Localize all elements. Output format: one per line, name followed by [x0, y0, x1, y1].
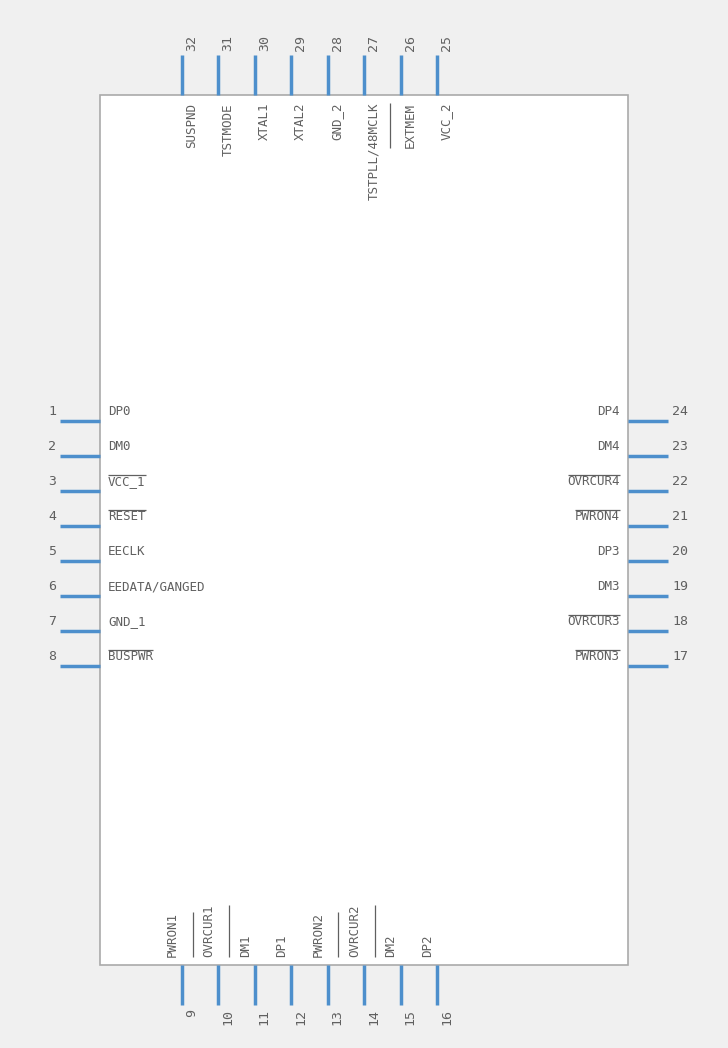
Text: GND_1: GND_1 [108, 615, 146, 628]
Text: 4: 4 [48, 510, 56, 523]
Text: TSTMODE: TSTMODE [221, 103, 234, 155]
Text: XTAL1: XTAL1 [258, 103, 271, 140]
Text: 26: 26 [403, 35, 416, 51]
Text: DP4: DP4 [598, 405, 620, 418]
Text: DM2: DM2 [384, 935, 397, 957]
Text: 29: 29 [294, 35, 307, 51]
Text: 28: 28 [331, 35, 344, 51]
Text: 13: 13 [331, 1009, 344, 1025]
Text: DP0: DP0 [108, 405, 130, 418]
Text: EEDATA/GANGED: EEDATA/GANGED [108, 580, 205, 593]
Text: RESET: RESET [108, 510, 146, 523]
Text: XTAL2: XTAL2 [294, 103, 307, 140]
Text: TSTPLL/48MCLK: TSTPLL/48MCLK [367, 103, 380, 200]
Text: 8: 8 [48, 650, 56, 663]
Text: OVRCUR2: OVRCUR2 [348, 904, 361, 957]
Text: PWRON3: PWRON3 [575, 650, 620, 663]
Text: VCC_1: VCC_1 [108, 475, 146, 488]
Text: PWRON2: PWRON2 [312, 912, 325, 957]
Text: 2: 2 [48, 440, 56, 453]
Text: 19: 19 [672, 580, 688, 593]
Text: 24: 24 [672, 405, 688, 418]
Text: 5: 5 [48, 545, 56, 558]
Text: 9: 9 [185, 1009, 198, 1017]
Text: 12: 12 [294, 1009, 307, 1025]
Text: DP3: DP3 [598, 545, 620, 558]
Text: DM3: DM3 [598, 580, 620, 593]
Text: 6: 6 [48, 580, 56, 593]
Text: DM0: DM0 [108, 440, 130, 453]
Text: DP2: DP2 [421, 935, 434, 957]
Text: DM4: DM4 [598, 440, 620, 453]
Text: SUSPND: SUSPND [185, 103, 198, 148]
Text: 1: 1 [48, 405, 56, 418]
Bar [100, 95, 628, 965]
Text: 14: 14 [367, 1009, 380, 1025]
Text: 21: 21 [672, 510, 688, 523]
Text: 18: 18 [672, 615, 688, 628]
Text: PWRON4: PWRON4 [575, 510, 620, 523]
Text: 17: 17 [672, 650, 688, 663]
Text: 30: 30 [258, 35, 271, 51]
Text: 7: 7 [48, 615, 56, 628]
Text: OVRCUR1: OVRCUR1 [202, 904, 215, 957]
Text: 25: 25 [440, 35, 453, 51]
Text: 22: 22 [672, 475, 688, 488]
Text: DM1: DM1 [239, 935, 252, 957]
Text: OVRCUR3: OVRCUR3 [568, 615, 620, 628]
Text: GND_2: GND_2 [331, 103, 344, 140]
Text: 10: 10 [221, 1009, 234, 1025]
Text: 3: 3 [48, 475, 56, 488]
Text: 11: 11 [258, 1009, 271, 1025]
Text: 27: 27 [367, 35, 380, 51]
Text: OVRCUR4: OVRCUR4 [568, 475, 620, 488]
Text: 20: 20 [672, 545, 688, 558]
Text: EXTMEM: EXTMEM [403, 103, 416, 148]
Text: VCC_2: VCC_2 [440, 103, 453, 140]
Text: 15: 15 [403, 1009, 416, 1025]
Text: 31: 31 [221, 35, 234, 51]
Text: BUSPWR: BUSPWR [108, 650, 153, 663]
Text: PWRON1: PWRON1 [166, 912, 179, 957]
Text: 16: 16 [440, 1009, 453, 1025]
Text: EECLK: EECLK [108, 545, 146, 558]
Text: DP1: DP1 [275, 935, 288, 957]
Text: 32: 32 [185, 35, 198, 51]
Text: 23: 23 [672, 440, 688, 453]
